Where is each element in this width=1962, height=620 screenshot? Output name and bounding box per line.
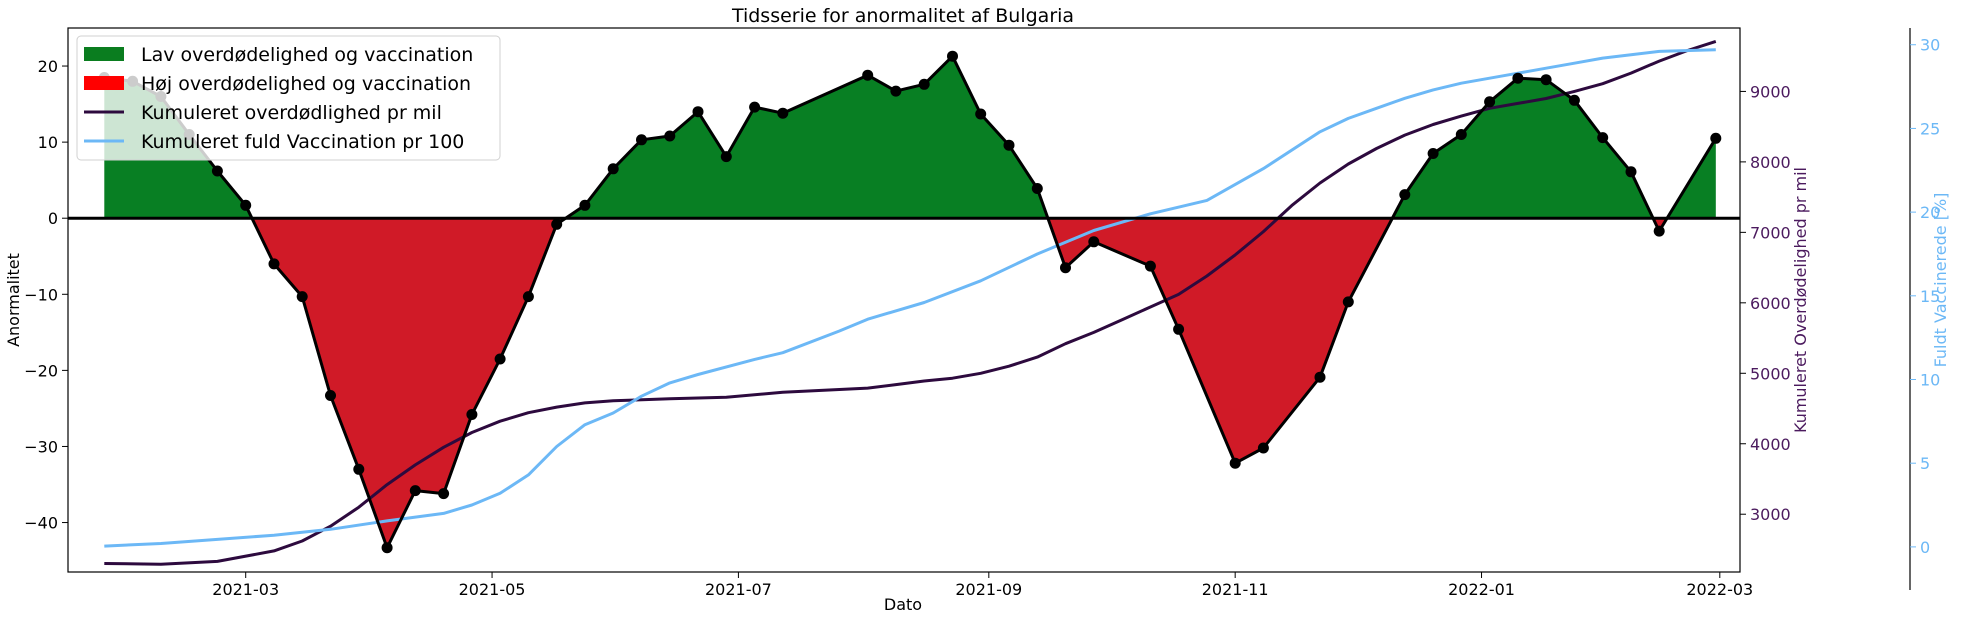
- x-tick-label-3: 2021-09: [955, 580, 1022, 599]
- chart-title: Tidsserie for anormalitet af Bulgaria: [731, 5, 1074, 27]
- x-tick-label-5: 2022-01: [1448, 580, 1515, 599]
- y-right-tick-label-4: 5000: [1750, 364, 1791, 383]
- anomaly-point-5: [240, 199, 252, 211]
- right-axis-label: Kumuleret Overdødelighed pr mil: [1791, 167, 1810, 433]
- anomaly-point-32: [1060, 262, 1071, 274]
- anomaly-point-7: [296, 291, 308, 303]
- anomaly-point-24: [777, 107, 789, 119]
- y-right-tick-label-0: 9000: [1750, 82, 1791, 101]
- anomaly-point-20: [664, 130, 676, 142]
- legend-label-excess-mortality: Kumuleret overdødlighed pr mil: [141, 102, 442, 124]
- anomaly-point-19: [636, 134, 647, 146]
- x-tick-label-4: 2021-11: [1202, 580, 1269, 599]
- anomaly-point-15: [522, 291, 534, 303]
- anomaly-point-27: [918, 78, 930, 90]
- anomaly-series: [68, 50, 1740, 554]
- anomaly-point-17: [579, 199, 591, 211]
- x-tick-label-0: 2021-03: [212, 580, 279, 599]
- y-right2-tick-label-5: 5: [1920, 454, 1930, 473]
- y-right-tick-label-6: 3000: [1750, 505, 1791, 524]
- anomaly-point-14: [494, 353, 506, 365]
- excess-mortality-line: [104, 39, 1717, 566]
- legend-frame: [76, 35, 501, 161]
- anomaly-point-10: [381, 542, 393, 554]
- x-axis-label: Dato: [884, 595, 922, 614]
- y-tick-label-5: −30: [24, 437, 58, 456]
- anomaly-point-40: [1399, 189, 1411, 201]
- x-tick-label-6: 2022-03: [1686, 580, 1753, 599]
- y-right-tick-label-3: 6000: [1750, 294, 1791, 313]
- y-right-tick-label-5: 4000: [1750, 435, 1791, 454]
- anomaly-point-37: [1257, 442, 1269, 454]
- anomaly-point-50: [1710, 132, 1722, 144]
- anomaly-point-21: [692, 106, 704, 118]
- anomaly-point-47: [1597, 132, 1609, 144]
- y-tick-label-2: 0: [48, 209, 58, 228]
- anomaly-point-49: [1653, 225, 1665, 237]
- anomaly-point-8: [325, 390, 336, 401]
- anomaly-point-45: [1540, 74, 1552, 86]
- y-tick-label-4: −20: [24, 361, 58, 380]
- anomaly-point-23: [749, 101, 761, 113]
- anomaly-point-29: [975, 108, 987, 120]
- anomaly-point-22: [720, 151, 732, 163]
- anomaly-point-31: [1031, 183, 1043, 194]
- anomaly-point-38: [1314, 371, 1326, 383]
- legend-label-low: Lav overdødelighed og vaccination: [141, 44, 473, 66]
- legend: Lav overdødelighed og vaccination Høj ov…: [76, 35, 501, 161]
- anomaly-point-43: [1484, 96, 1496, 108]
- x-tick-label-1: 2021-05: [459, 580, 526, 599]
- anomaly-point-25: [862, 69, 874, 81]
- anomaly-point-36: [1229, 457, 1241, 469]
- anomaly-point-4: [211, 165, 223, 177]
- y-right-tick-label-1: 8000: [1750, 153, 1791, 172]
- y-tick-label-1: 10: [38, 133, 58, 152]
- y-right2-tick-label-6: 0: [1920, 538, 1930, 557]
- anomaly-point-33: [1088, 236, 1100, 248]
- anomaly-point-39: [1342, 296, 1354, 308]
- y-right2-tick-label-3: 15: [1920, 287, 1940, 306]
- negative-anomaly-area-3: [1047, 218, 1393, 464]
- anomaly-point-11: [409, 485, 421, 497]
- anomaly-point-9: [353, 463, 365, 475]
- anomaly-point-34: [1144, 260, 1156, 272]
- y-right2-tick-label-2: 20: [1920, 203, 1940, 222]
- plot-frame: [67, 27, 1741, 573]
- y-right2-tick-label-0: 30: [1920, 36, 1940, 55]
- right2-axis-label: Fuldt Vaccinerede [%]: [1931, 193, 1950, 368]
- anomaly-point-35: [1173, 323, 1185, 335]
- legend-swatch-low: [84, 47, 124, 61]
- y-tick-label-3: −10: [24, 285, 58, 304]
- anomaly-point-30: [1003, 139, 1015, 151]
- anomaly-point-48: [1625, 166, 1637, 178]
- chart-axes: 2021-03 2021-05 2021-07 2021-09 2021-11 2022-…: [24, 27, 1940, 599]
- negative-anomaly-area-1: [251, 218, 566, 548]
- y-right2-tick-label-1: 25: [1920, 119, 1940, 138]
- anomaly-point-16: [551, 218, 563, 230]
- anomaly-point-26: [890, 85, 902, 97]
- anomaly-point-12: [438, 488, 450, 500]
- cumulative-series-lines: [104, 39, 1717, 566]
- anomaly-point-46: [1568, 94, 1580, 106]
- y-tick-label-0: 20: [38, 57, 58, 76]
- legend-swatch-high: [84, 76, 124, 90]
- y-axis-label: Anormalitet: [4, 253, 23, 347]
- vaccination-line: [104, 48, 1716, 548]
- anomaly-point-13: [466, 409, 478, 420]
- legend-label-high: Høj overdødelighed og vaccination: [141, 73, 471, 95]
- anomaly-point-6: [268, 258, 280, 270]
- positive-anomaly-area-2: [565, 56, 1048, 219]
- x-tick-label-2: 2021-07: [705, 580, 772, 599]
- anomaly-point-18: [607, 163, 619, 175]
- positive-anomaly-area-4: [1392, 78, 1654, 219]
- anomaly-point-42: [1455, 129, 1467, 140]
- y-tick-label-6: −40: [24, 514, 58, 533]
- y-right2-tick-label-4: 10: [1920, 371, 1940, 390]
- y-right-tick-label-2: 7000: [1750, 223, 1791, 242]
- anomaly-point-28: [947, 50, 958, 62]
- anomaly-point-44: [1512, 72, 1524, 84]
- legend-label-vaccination: Kumuleret fuld Vaccination pr 100: [141, 131, 464, 153]
- anomaly-point-41: [1427, 148, 1439, 159]
